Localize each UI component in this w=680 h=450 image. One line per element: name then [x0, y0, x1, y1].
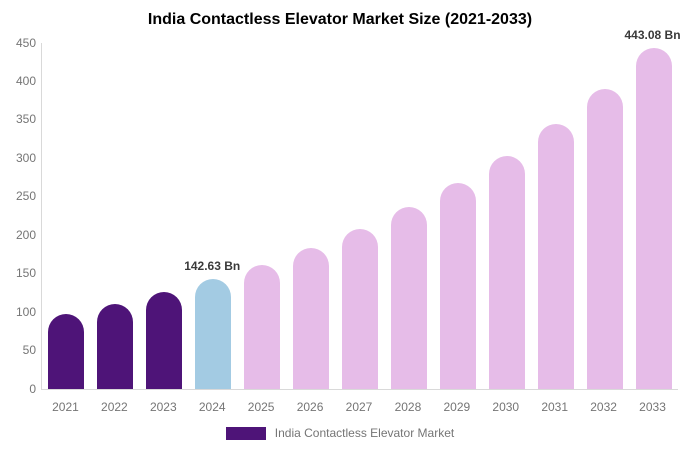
x-tick-label-2027: 2027: [345, 400, 373, 414]
x-tick-label-2026: 2026: [296, 400, 324, 414]
y-tick-label-0: 0: [29, 381, 36, 396]
y-tick-label-150: 150: [15, 266, 36, 281]
bar-2027: [342, 229, 378, 389]
y-tick-label-450: 450: [15, 35, 36, 50]
bar-2029: [439, 183, 476, 389]
x-tick-label-2021: 2021: [52, 400, 79, 414]
bar-2032: [586, 88, 623, 389]
bar-2021: [48, 313, 85, 389]
y-tick-label-50: 50: [22, 343, 36, 358]
bar-2028: [390, 207, 427, 389]
bar-2026: [293, 247, 330, 389]
bar-2033: [635, 48, 672, 389]
legend-label: India Contactless Elevator Market: [274, 426, 455, 440]
x-tick-label-2022: 2022: [101, 400, 128, 414]
y-tick-label-100: 100: [15, 304, 36, 319]
x-tick-label-2031: 2031: [541, 400, 569, 414]
x-tick-label-2028: 2028: [394, 400, 422, 414]
value-label-2033: 443.08 Bn: [624, 28, 680, 43]
x-tick-label-2030: 2030: [492, 400, 520, 414]
bar-2030: [488, 155, 525, 389]
value-label-2024: 142.63 Bn: [184, 259, 241, 274]
x-tick-label-2032: 2032: [590, 400, 617, 414]
x-tick-label-2023: 2023: [149, 400, 177, 414]
y-tick-label-250: 250: [15, 189, 36, 204]
legend: India Contactless Elevator Market: [0, 426, 680, 440]
bar-2031: [537, 124, 574, 389]
bar-2025: [244, 264, 281, 389]
bar-2024: [195, 279, 232, 389]
bar-2022: [97, 303, 134, 389]
y-tick-label-350: 350: [15, 112, 36, 127]
chart-title: India Contactless Elevator Market Size (…: [147, 11, 533, 28]
y-tick-label-400: 400: [15, 73, 36, 88]
bar-2023: [146, 292, 183, 389]
y-tick-label-300: 300: [15, 150, 36, 165]
x-tick-label-2025: 2025: [247, 400, 275, 414]
x-tick-label-2033: 2033: [639, 400, 666, 414]
x-tick-label-2024: 2024: [198, 400, 226, 414]
x-tick-label-2029: 2029: [443, 400, 471, 414]
legend-swatch: [225, 426, 266, 440]
y-tick-label-200: 200: [15, 227, 36, 242]
plot-area: [41, 43, 678, 390]
